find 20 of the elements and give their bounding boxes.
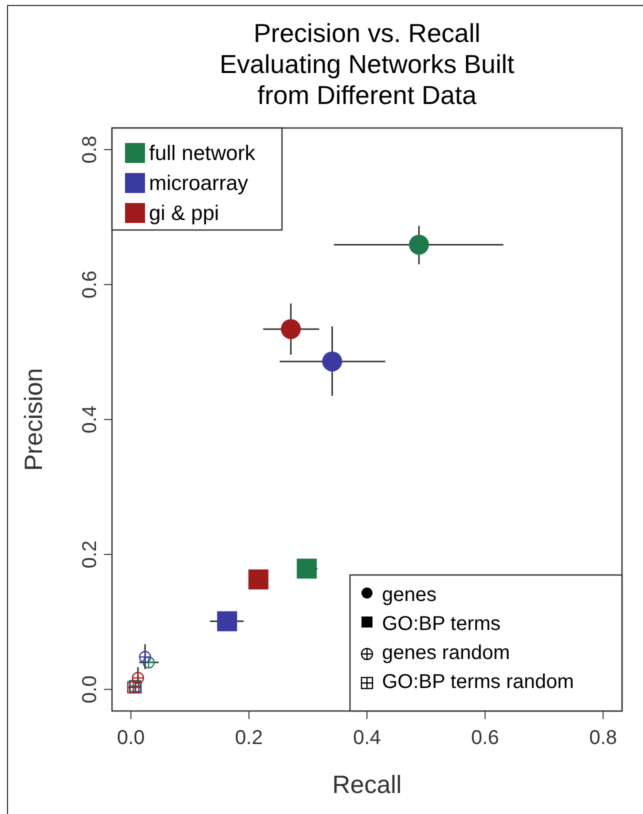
x-axis-title: Recall — [332, 771, 402, 799]
y-tick-label: 0.6 — [79, 270, 101, 298]
annotation: genes — [382, 584, 436, 606]
y-tick-label: 0.8 — [79, 136, 101, 164]
x-tick-label: 0.6 — [471, 727, 499, 749]
x-tick-label: 0.4 — [353, 727, 381, 749]
y-tick-label: 0.4 — [79, 406, 101, 434]
annotation: GO:BP terms — [382, 613, 501, 635]
legend-label: gi & ppi — [149, 202, 220, 225]
chart-title: Precision vs. Recall Evaluating Networks Built from Different Data — [220, 18, 516, 110]
legend-label: full network — [149, 142, 256, 165]
annotation: GO:BP terms random — [382, 671, 574, 693]
x-tick-label: 0.8 — [589, 727, 618, 749]
y-axis-title: Precision — [20, 368, 48, 471]
annotation: genes random — [382, 642, 510, 664]
y-tick-label: 0.0 — [79, 676, 101, 704]
x-tick-label: 0.0 — [116, 727, 145, 749]
legend-label: microarray — [149, 172, 249, 195]
y-tick-label: 0.2 — [79, 540, 101, 568]
x-tick-label: 0.2 — [235, 727, 263, 749]
